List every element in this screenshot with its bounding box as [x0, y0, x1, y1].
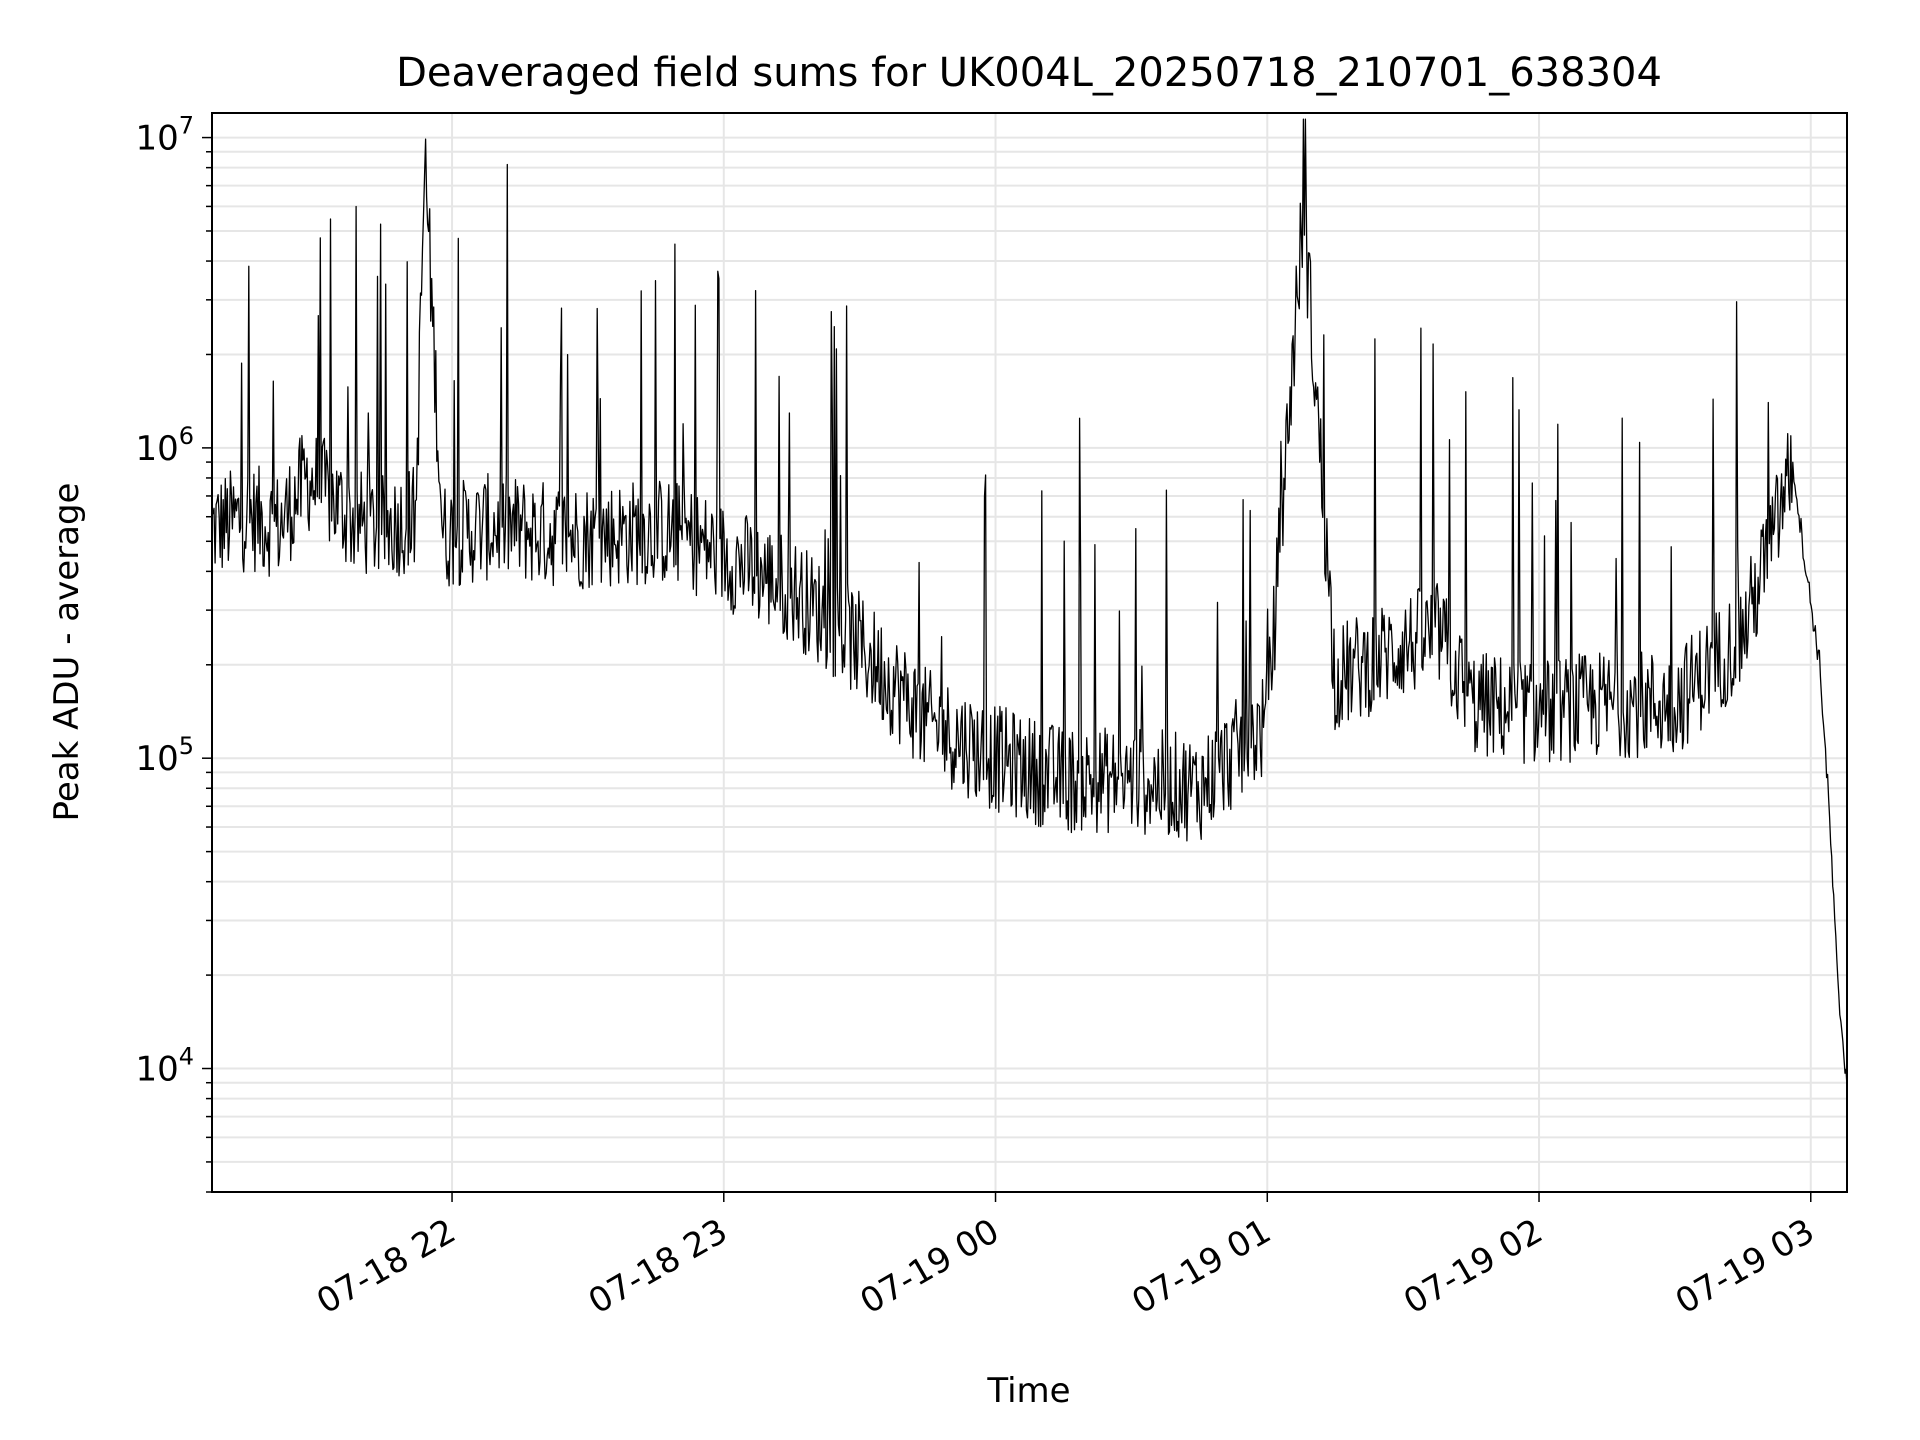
y-tick-base: 10 [135, 119, 178, 159]
series-line [211, 118, 1848, 1088]
x-axis-label: Time [986, 1371, 1070, 1411]
y-tick-exponent: 5 [179, 732, 194, 760]
x-tick-label: 07-19 01 [1125, 1211, 1277, 1322]
x-tick-label: 07-19 02 [1397, 1211, 1549, 1322]
ticks: 07-18 22 07-18 23 07-19 00 07-19 01 07-19 02… [135, 112, 1821, 1323]
y-tick-base: 10 [135, 739, 178, 779]
y-tick-exponent: 4 [179, 1043, 194, 1071]
y-tick-label: 107 [135, 112, 194, 159]
y-tick-label: 105 [135, 732, 194, 779]
x-tick-label: 07-18 23 [582, 1211, 734, 1322]
y-axis-label: Peak ADU - average [47, 483, 87, 822]
x-tick-label: 07-18 22 [310, 1211, 462, 1322]
y-tick-label: 106 [135, 422, 194, 469]
x-tick-label: 07-19 03 [1669, 1211, 1821, 1322]
y-tick-label: 104 [135, 1043, 194, 1090]
y-tick-exponent: 6 [179, 422, 194, 450]
chart-title: Deaveraged field sums for UK004L_2025071… [396, 50, 1662, 96]
plot-frame [211, 112, 1848, 1193]
x-tick-label: 07-19 00 [854, 1211, 1006, 1322]
y-tick-base: 10 [135, 1050, 178, 1090]
y-tick-exponent: 7 [179, 112, 194, 140]
y-tick-base: 10 [135, 429, 178, 469]
grid [212, 113, 1847, 1193]
